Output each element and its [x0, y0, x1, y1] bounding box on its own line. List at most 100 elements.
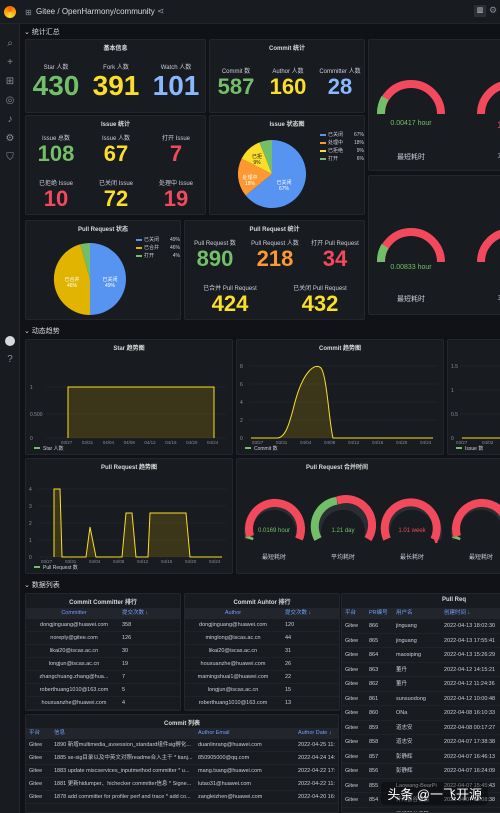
table-cell: 15 — [285, 687, 292, 693]
table-cell: 2022-04-13 18:02:30 — [444, 623, 496, 629]
x-tick: 04/24 — [207, 440, 219, 445]
legend-swatch — [136, 254, 142, 257]
table-row[interactable]: Gitee 1885 se-sig目录以及中英文对照readme合入主干 * ti… — [26, 752, 338, 765]
merge-gauge — [451, 498, 500, 541]
table-row[interactable]: mamingshuai1@huawei.com 22 — [185, 671, 339, 684]
table-row[interactable]: Gitee 1883 update miscservices_inputmetho… — [26, 765, 338, 778]
grafana-logo-icon[interactable] — [4, 6, 16, 18]
legend-label: Star 人数 — [43, 445, 64, 452]
table-row[interactable]: Gitee 866 jinguang 2022-04-13 18:02:30 — [342, 619, 500, 634]
star-trend-chart: 1 0.500 0 03/27 03/31 04/04 04/08 04/12 04/16… — [30, 385, 226, 452]
section-lists-header[interactable]: ⌄ 数据列表 — [24, 582, 60, 589]
user-avatar[interactable] — [5, 336, 15, 346]
alerting-bell-icon[interactable]: ♪ — [7, 114, 13, 125]
table-row[interactable]: longjun@iscas.ac.cn 19 — [26, 658, 180, 671]
settings-gear-icon[interactable]: ⚙ — [489, 5, 498, 15]
column-header[interactable]: Author — [224, 610, 242, 616]
table-row[interactable]: Gitee 857 彭静辉 2022-04-07 16:46:13 — [342, 750, 500, 764]
table-cell: Gitee — [345, 724, 359, 731]
column-header[interactable]: PR编号 — [369, 610, 388, 616]
table-row[interactable]: Gitee 1890 新增multimedia_avsession_standar… — [26, 739, 338, 752]
legend-item[interactable]: 已拒绝 9% — [320, 147, 364, 155]
column-header[interactable]: Author Date ↓ — [298, 730, 332, 736]
table-cell: lutao31@huawei.com — [198, 781, 251, 787]
explore-icon[interactable]: ◎ — [5, 95, 15, 106]
breadcrumb-org[interactable]: Gitee — [36, 7, 56, 16]
table-row[interactable]: likai20@iscas.ac.cn 31 — [185, 645, 339, 658]
table-row[interactable]: houxuanzhe@huawei.com 26 — [185, 658, 339, 671]
panel-title: Star 趋势图 — [113, 346, 145, 352]
table-row[interactable]: roberthuang1010@163.com 5 — [26, 684, 180, 697]
table-row[interactable]: Gitee 855 Laowang-BearPi 2022-04-07 15:45:4… — [342, 779, 500, 793]
stat-label: 已关闭 Pull Request — [293, 286, 347, 292]
column-header[interactable]: 创建时间 ↓ — [444, 610, 471, 616]
table-cell: 1885 se-sig目录以及中英文对照readme合入主干 * tianj..… — [54, 755, 193, 761]
table-row[interactable]: Gitee 864 maosiping 2022-04-13 15:26:29 — [342, 648, 500, 663]
legend-item[interactable]: 处理中 18% — [320, 139, 364, 147]
column-header[interactable]: 提交次数 ↓ — [285, 610, 312, 616]
pr-count: 890 — [196, 246, 234, 271]
share-icon[interactable]: ⋖ — [157, 6, 165, 16]
table-row[interactable]: Gitee853开鸿智谷杨鹏2022-04-07 14:35:52 — [342, 808, 500, 813]
legend-item[interactable]: 已关闭 67% — [320, 131, 364, 139]
table-row[interactable]: Gitee 1881 更新hidumper、hichecker committer… — [26, 778, 338, 791]
shield-icon[interactable]: ⛉ — [6, 152, 14, 163]
help-icon[interactable]: ? — [7, 354, 13, 365]
table-row[interactable]: Gitee 862 董丹 2022-04-12 11:24:36 — [342, 677, 500, 692]
legend-item[interactable]: 打开 6% — [320, 155, 364, 163]
column-header[interactable]: 平台 — [345, 610, 357, 616]
gauge-label: 最短耗时 — [468, 555, 493, 561]
table-row[interactable]: Gitee 858 道志安 2022-04-07 17:38:38 — [342, 735, 500, 750]
table-row[interactable]: roberthuang1010@163.com 13 — [185, 697, 339, 710]
table-row[interactable]: likai20@iscas.ac.cn 30 — [26, 645, 180, 658]
stat-label: 处理中 Issue — [158, 181, 193, 187]
table-cell: 开鸿智谷杨鹏 — [396, 797, 430, 803]
table-row[interactable]: Gitee 860 ONa 2022-04-08 16:10:33 — [342, 706, 500, 721]
column-header[interactable]: 平台 — [29, 730, 41, 736]
legend-label: Issue 数 — [465, 445, 483, 452]
breadcrumb-page[interactable]: OpenHarmony/community — [61, 7, 155, 16]
star-icon[interactable]: ☆ — [144, 6, 153, 16]
configuration-gear-icon[interactable]: ⚙ — [5, 133, 15, 144]
table-cell: Laowang-BearPi — [396, 782, 437, 789]
add-panel-icon[interactable]: ▥ — [474, 5, 486, 17]
table-row[interactable]: longjun@iscas.ac.cn 15 — [185, 684, 339, 697]
legend-item[interactable]: 打开 4% — [136, 252, 180, 260]
table-row[interactable]: Gitee 865 jinguang 2022-04-13 17:55:41 — [342, 634, 500, 648]
table-cell: houxuanzhe@huawei.com — [200, 661, 266, 667]
issue-people: 67 — [103, 141, 129, 166]
legend-item[interactable]: 已关闭 49% — [136, 236, 180, 244]
slice-label-processing-pct: 18% — [245, 181, 256, 187]
column-header[interactable]: 提交次数 ↓ — [122, 610, 149, 616]
dashboards-icon[interactable]: ⊞ — [5, 76, 15, 87]
commit-stats-panel: Commit 统计 Commit 数 587 Author 人数 160 Com… — [209, 39, 365, 113]
table-cell: likai20@iscas.ac.cn — [49, 648, 99, 654]
table-row[interactable]: minglong@iscas.ac.cn 44 — [185, 632, 339, 645]
legend-item[interactable]: 已合并 46% — [136, 244, 180, 252]
table-row[interactable]: Gitee 856 彭静辉 2022-04-07 16:24:09 — [342, 764, 500, 779]
plus-icon[interactable]: + — [7, 57, 13, 68]
column-header[interactable]: 用户名 — [396, 610, 413, 616]
table-cell: 2022-04-25 11: — [298, 742, 335, 748]
column-header[interactable]: Author Email — [198, 730, 230, 736]
table-row[interactable]: Gitee 854 开鸿智谷杨鹏 2022-04-07 15:08:38 — [342, 793, 500, 808]
table-row[interactable]: dongjinguang@huawei.com 358 — [26, 619, 180, 632]
section-stats-header[interactable]: ⌄ 统计汇总 — [24, 29, 60, 36]
search-icon[interactable]: ⌕ — [7, 38, 13, 49]
table-cell: 865 — [369, 637, 379, 644]
table-row[interactable]: Gitee 859 道志安 2022-04-08 00:17:27 — [342, 721, 500, 735]
merge-gauge — [244, 498, 305, 541]
table-row[interactable]: Gitee 1878 add committer for profiler per… — [26, 791, 338, 804]
gauge-value: 1.21 day — [331, 528, 355, 534]
section-trends-header[interactable]: ⌄ 动态趋势 — [24, 328, 60, 335]
table-row[interactable]: Gitee 861 sunsuodong 2022-04-12 10:00:48 — [342, 692, 500, 706]
table-row[interactable]: Gitee 863 董丹 2022-04-12 14:15:21 — [342, 663, 500, 677]
merge-gauge — [310, 495, 376, 542]
column-header[interactable]: Committer — [61, 610, 87, 616]
table-cell: Gitee — [345, 739, 359, 745]
table-row[interactable]: zhangchuang.zhang@hua... 7 — [26, 671, 180, 684]
column-header[interactable]: 信息 — [54, 730, 66, 736]
table-row[interactable]: houxuanzhe@huawei.com 4 — [26, 697, 180, 710]
table-row[interactable]: dongjinguang@huawei.com 120 — [185, 619, 339, 632]
table-row[interactable]: noreply@gitee.com 126 — [26, 632, 180, 645]
